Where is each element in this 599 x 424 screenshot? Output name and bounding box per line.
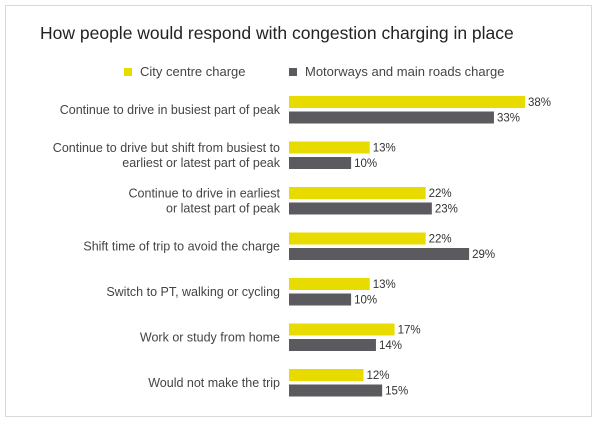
data-label: 17% <box>398 325 421 337</box>
category-label: Continue to drive in earliest <box>129 186 281 200</box>
chart-frame <box>5 5 592 417</box>
bar-city-centre <box>289 232 426 245</box>
data-label: 22% <box>429 234 452 246</box>
bar-motorways <box>289 293 352 306</box>
bar-city-centre <box>289 369 364 381</box>
category-label: Shift time of trip to avoid the charge <box>83 239 280 253</box>
bar-city-centre <box>289 96 525 108</box>
chart-title: How people would respond with congestion… <box>40 23 514 43</box>
data-label: 10% <box>354 158 377 170</box>
legend-swatch-motorways <box>289 67 297 76</box>
data-label: 33% <box>497 113 520 125</box>
data-label: 22% <box>429 188 452 200</box>
legend-item-motorways: Motorways and main roads charge <box>289 64 504 79</box>
legend-label-city-centre: City centre charge <box>140 64 246 79</box>
data-label: 29% <box>472 249 495 261</box>
category-label: Would not make the trip <box>148 376 280 390</box>
data-label: 23% <box>435 204 458 216</box>
legend-item-city-centre: City centre charge <box>124 64 246 79</box>
category-label: Continue to drive in busiest part of pea… <box>60 103 281 117</box>
data-label: 14% <box>379 340 402 352</box>
bar-motorways <box>289 248 470 260</box>
category-label: Continue to drive but shift from busiest… <box>53 141 280 155</box>
bar-motorways <box>289 157 352 169</box>
bar-city-centre <box>289 323 395 336</box>
bar-city-centre <box>289 187 426 199</box>
data-label: 13% <box>373 279 396 291</box>
category-label: earliest or latest part of peak <box>122 156 280 170</box>
bar-motorways <box>289 111 494 124</box>
legend-label-motorways: Motorways and main roads charge <box>305 64 505 79</box>
category-label: or latest part of peak <box>166 201 281 215</box>
bar-city-centre <box>289 278 370 290</box>
data-label: 38% <box>528 97 551 109</box>
category-label: Switch to PT, walking or cycling <box>106 285 280 299</box>
bar-city-centre <box>289 141 370 154</box>
data-label: 10% <box>354 295 377 307</box>
data-label: 13% <box>373 143 396 155</box>
category-label: Work or study from home <box>140 330 280 344</box>
data-label: 12% <box>367 370 390 382</box>
bar-motorways <box>289 339 376 351</box>
bar-motorways <box>289 202 432 215</box>
legend-swatch-city-centre <box>124 67 132 76</box>
data-label: 15% <box>385 386 408 398</box>
bar-motorways <box>289 384 383 397</box>
